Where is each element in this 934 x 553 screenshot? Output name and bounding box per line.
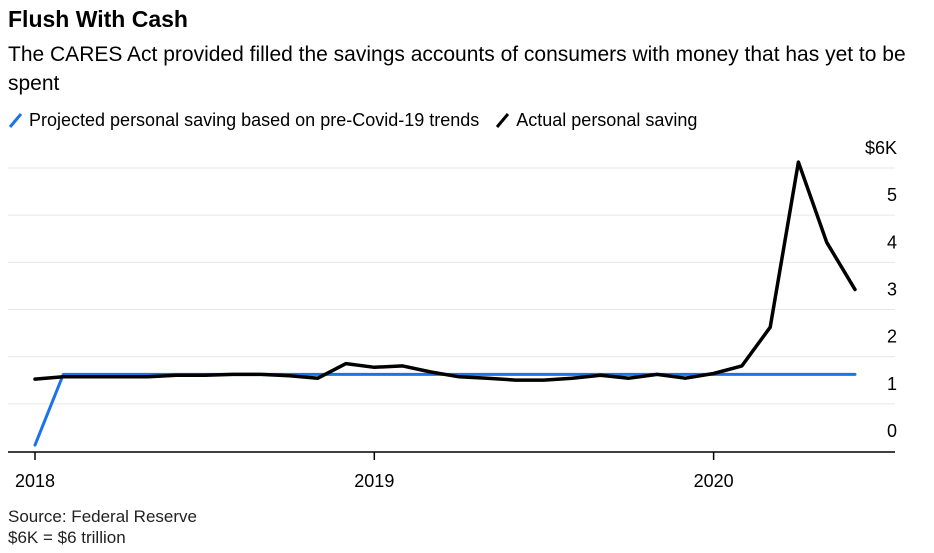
chart-footer: Source: Federal Reserve $6K = $6 trillio…	[8, 506, 197, 548]
chart-title: Flush With Cash	[8, 6, 188, 32]
x-tick-label-2019: 2019	[354, 471, 394, 491]
y-tick-label-5: 5	[887, 185, 897, 205]
y-tick-label-3: 3	[887, 280, 897, 300]
y-tick-label-4: 4	[887, 232, 897, 252]
chart-subtitle: The CARES Act provided filled the saving…	[8, 43, 906, 95]
x-tick-label-2020: 2020	[694, 471, 734, 491]
legend-label-actual: Actual personal saving	[516, 110, 698, 130]
series-line-projected	[33, 372, 857, 447]
y-tick-label-2: 2	[887, 327, 897, 347]
series-line-actual	[33, 160, 857, 382]
legend: Projected personal saving based on pre-C…	[8, 110, 713, 131]
legend-item-projected: Projected personal saving based on pre-C…	[8, 110, 479, 131]
y-tick-label-6: $6K	[865, 138, 897, 158]
y-tick-label-0: 0	[887, 421, 897, 441]
unit-note: $6K = $6 trillion	[8, 528, 126, 547]
y-tick-label-1: 1	[887, 374, 897, 394]
x-tick-label-2018: 2018	[15, 471, 55, 491]
legend-label-projected: Projected personal saving based on pre-C…	[29, 110, 480, 130]
source-note: Source: Federal Reserve	[8, 507, 197, 526]
legend-item-actual: Actual personal saving	[495, 110, 697, 131]
